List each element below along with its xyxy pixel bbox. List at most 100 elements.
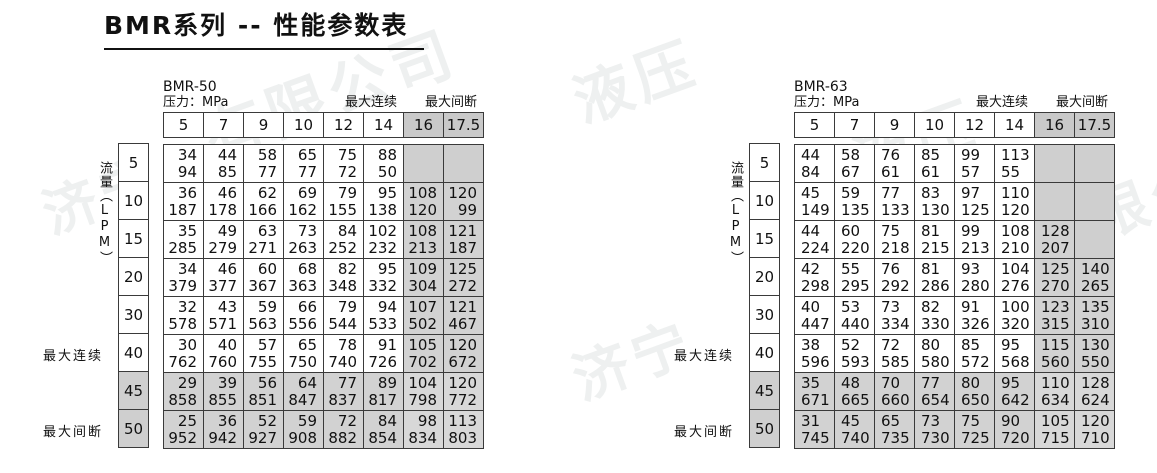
cell-speed-value: 94 [177,162,197,181]
cell-speed-value: 720 [1001,428,1030,447]
cell-speed-value: 544 [328,314,357,333]
cell-speed-value: 379 [168,276,197,295]
cell-torque-value: 65 [881,411,901,430]
cell-speed-value: 310 [1081,314,1110,333]
cell-torque-value: 29 [177,373,197,392]
table-cell: 79 544 [323,296,364,335]
cell-torque-value: 73 [921,411,941,430]
table-row: 25 952 36 942 52 927 59 908 72 882 84 854 98 834 113 80… [163,410,484,449]
flow-row-label: 40 [749,333,780,372]
cell-torque-value: 104 [408,373,437,392]
cell-torque-value: 85 [961,335,981,354]
cell-torque-value: 46 [217,259,237,278]
cell-torque-value: 93 [961,259,981,278]
table-cell: 31 745 [794,410,835,449]
cell-torque-value: 43 [217,297,237,316]
cell-torque-value: 88 [377,145,397,164]
table-cell: 80 580 [914,334,955,373]
table-cell: 62 166 [243,182,284,221]
table-model-name: BMR-50 [163,79,217,95]
cell-speed-value: 702 [408,352,437,371]
cell-speed-value: 61 [881,162,901,181]
cell-torque-value: 100 [1001,297,1030,316]
cell-torque-value: 68 [297,259,317,278]
table-cell: 52 593 [834,334,875,373]
table-cell: 77 654 [914,372,955,411]
table-cell: 110 634 [1034,372,1075,411]
cell-speed-value: 735 [881,428,910,447]
cell-speed-value: 272 [448,276,477,295]
cell-speed-value: 654 [921,390,950,409]
cell-speed-value: 61 [921,162,941,181]
table-model-name: BMR-63 [794,79,848,95]
cell-torque-value: 97 [961,183,981,202]
table-cell [1034,144,1075,183]
cell-speed-value: 502 [408,314,437,333]
cell-torque-value: 31 [801,411,821,430]
cell-speed-value: 927 [248,428,277,447]
flow-row-label: 30 [118,295,149,334]
cell-torque-value: 84 [377,411,397,430]
cell-torque-value: 113 [448,411,477,430]
pressure-unit-label: 压力：MPa [163,95,229,110]
cell-speed-value: 67 [841,162,861,181]
cell-torque-value: 59 [841,183,861,202]
cell-speed-value: 279 [208,238,237,257]
table-row: 30 762 40 760 57 755 65 750 78 740 91 726 105 702 120 6… [163,334,484,373]
table-cell: 125 272 [443,258,484,297]
pressure-column-header: 7 [834,112,875,138]
cell-torque-value: 66 [297,297,317,316]
table-cell: 121 467 [443,296,484,335]
cell-speed-value: 952 [168,428,197,447]
table-cell: 49 279 [203,220,244,259]
table-cell: 34 94 [163,144,204,183]
table-cell: 108 210 [994,220,1035,259]
pressure-column-header: 12 [954,112,995,138]
max-intermittent-header-label: 最大间断 [1056,95,1109,110]
cell-speed-value: 560 [1041,352,1070,371]
table-cell: 83 130 [914,182,955,221]
cell-torque-value: 30 [177,335,197,354]
table-cell: 75 72 [323,144,364,183]
cell-speed-value: 642 [1001,390,1030,409]
flow-row-label: 10 [749,181,780,220]
table-cell: 115 560 [1034,334,1075,373]
cell-torque-value: 65 [297,145,317,164]
cell-torque-value: 57 [257,335,277,354]
pressure-column-header: 9 [874,112,915,138]
table-cell: 46 377 [203,258,244,297]
cell-torque-value: 45 [801,183,821,202]
cell-speed-value: 207 [1041,238,1070,257]
table-cell: 84 252 [323,220,364,259]
table-cell: 40 760 [203,334,244,373]
cell-speed-value: 665 [841,390,870,409]
table-cell: 35 285 [163,220,204,259]
cell-speed-value: 740 [841,428,870,447]
table-cell: 52 927 [243,410,284,449]
flow-row-label: 20 [118,257,149,296]
flow-row-label: 45 [118,371,149,410]
table-cell: 95 138 [363,182,404,221]
cell-speed-value: 120 [408,200,437,219]
cell-speed-value: 320 [1001,314,1030,333]
table-cell: 89 817 [363,372,404,411]
cell-speed-value: 755 [248,352,277,371]
cell-torque-value: 77 [337,373,357,392]
cell-speed-value: 571 [208,314,237,333]
flow-axis-label: 流量（LPM） [728,161,743,265]
cell-speed-value: 710 [1081,428,1110,447]
cell-speed-value: 367 [248,276,277,295]
cell-torque-value: 60 [257,259,277,278]
table-cell: 91 326 [954,296,995,335]
cell-speed-value: 270 [1041,276,1070,295]
cell-torque-value: 94 [377,297,397,316]
flow-row-label: 45 [749,371,780,410]
cell-torque-value: 73 [297,221,317,240]
table-cell: 93 280 [954,258,995,297]
cell-torque-value: 84 [337,221,357,240]
cell-torque-value: 109 [408,259,437,278]
table-cell: 95 642 [994,372,1035,411]
pressure-column-header: 17.5 [443,112,484,138]
cell-torque-value: 108 [408,221,437,240]
